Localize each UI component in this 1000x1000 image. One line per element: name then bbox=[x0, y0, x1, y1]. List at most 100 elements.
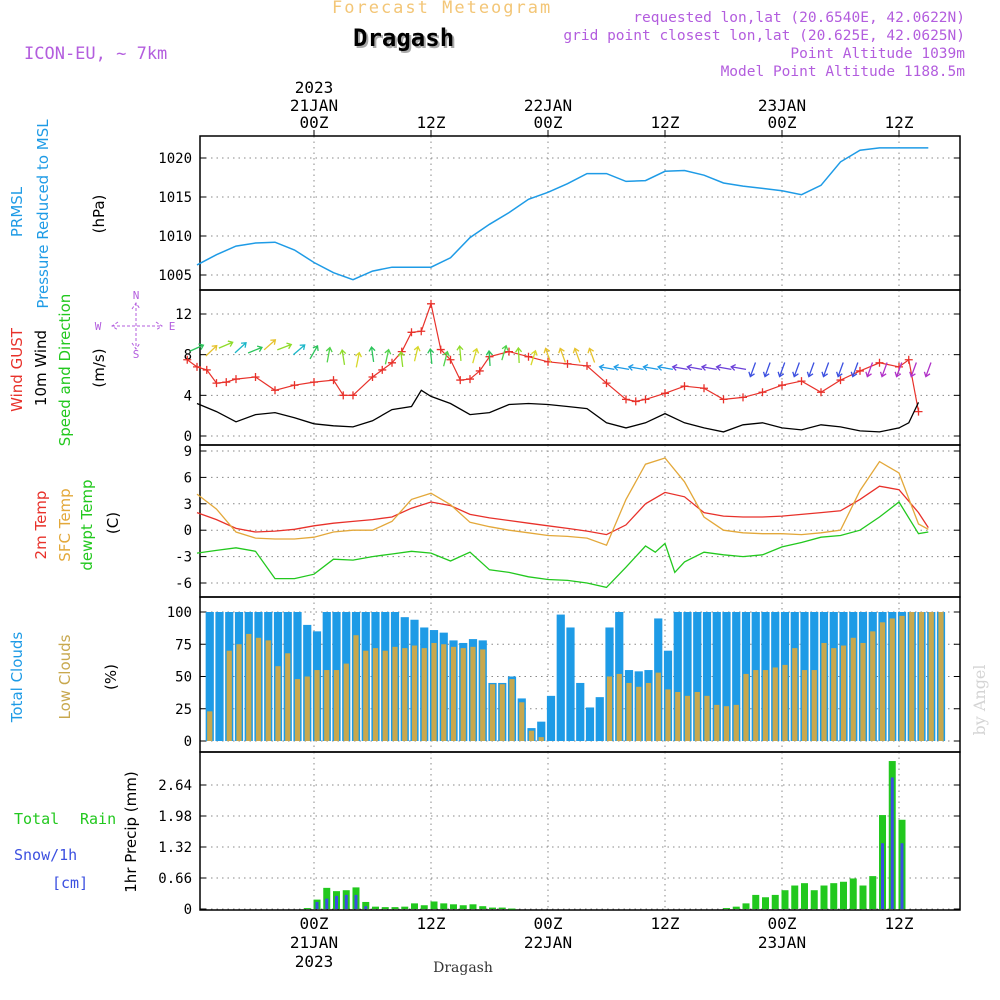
gust-marker bbox=[914, 407, 923, 416]
wind-arrow-shape bbox=[792, 362, 800, 378]
top-hour-label: 00Z bbox=[300, 113, 329, 132]
precip-rain-label: Rain bbox=[80, 810, 116, 828]
pressure-panel bbox=[199, 135, 961, 291]
cloud-bar-low bbox=[821, 642, 827, 741]
gust-marker bbox=[446, 355, 455, 364]
gust-marker bbox=[388, 358, 396, 367]
gust-marker bbox=[475, 366, 484, 375]
cloud-bar-total bbox=[673, 612, 682, 741]
rain-bar bbox=[810, 890, 818, 909]
temp-2m-line bbox=[196, 485, 929, 536]
rain-bar bbox=[420, 905, 428, 909]
wind-arrow-shape bbox=[909, 362, 917, 378]
wind-arrow bbox=[627, 363, 644, 371]
compass-east: E bbox=[169, 320, 176, 333]
gust-marker bbox=[602, 379, 611, 388]
y-tick-label: 75 bbox=[175, 637, 192, 653]
bottom-day-label: 22JAN bbox=[524, 933, 572, 952]
watermark: by Angel bbox=[970, 664, 989, 735]
wind-arrow bbox=[748, 362, 757, 378]
gust-marker bbox=[836, 376, 845, 385]
wind-arrow-shape bbox=[730, 363, 747, 371]
y-tick-label: 1.32 bbox=[158, 840, 192, 856]
gust-marker bbox=[202, 365, 211, 374]
cloud-bar-low bbox=[831, 648, 837, 741]
wind-arrow bbox=[189, 343, 205, 352]
wind-arrow-shape bbox=[456, 344, 464, 362]
wind-unit-label: (m/s) bbox=[90, 348, 108, 387]
gust-marker bbox=[378, 365, 387, 374]
gust-marker bbox=[417, 327, 426, 336]
point-altitude: Point Altitude 1039m bbox=[790, 46, 965, 62]
top-day-label: 23JAN bbox=[758, 96, 806, 115]
wind-arrow-shape bbox=[515, 346, 523, 364]
wind-arrow-shape bbox=[263, 339, 277, 351]
rain-bar bbox=[459, 905, 467, 909]
wind-arrow-shape bbox=[558, 347, 566, 363]
cloud-bar-low bbox=[782, 664, 788, 741]
cloud-bar-low bbox=[840, 645, 847, 741]
precip-total-label: Total bbox=[14, 810, 59, 828]
cloud-bar-low bbox=[255, 637, 262, 741]
bottom-hour-label: 00Z bbox=[768, 914, 797, 933]
gust-marker bbox=[407, 328, 416, 337]
gust-marker bbox=[339, 391, 348, 400]
rain-bar bbox=[323, 887, 331, 909]
gust-marker bbox=[719, 395, 728, 404]
wind-arrow-shape bbox=[627, 363, 644, 371]
snow-bar bbox=[344, 894, 348, 909]
cloud-bar-low bbox=[762, 670, 769, 741]
y-tick-label: -3 bbox=[175, 550, 192, 566]
wind-line bbox=[196, 389, 920, 433]
wind-arrow bbox=[485, 349, 493, 367]
cloud-bar-low bbox=[606, 676, 613, 741]
snow-bar bbox=[354, 894, 358, 909]
top-hour-label: 12Z bbox=[885, 113, 914, 132]
wind-arrow-shape bbox=[850, 362, 859, 378]
snow-bar bbox=[900, 843, 904, 909]
grid-point-coords: grid point closest lon,lat (20.625E, 42.… bbox=[563, 28, 965, 44]
wind-arrow bbox=[821, 362, 830, 378]
rain-bar bbox=[430, 901, 438, 909]
cloud-bar-total bbox=[595, 697, 604, 741]
cloud-bar-low bbox=[645, 682, 652, 741]
cloud-bar-low bbox=[382, 650, 388, 741]
wind-arrow-shape bbox=[762, 362, 771, 378]
cloud-bar-low bbox=[938, 612, 944, 741]
gust-marker bbox=[329, 376, 338, 385]
precip-axis-label: 1hr Precip (mm) bbox=[122, 771, 140, 892]
y-tick-label: 0 bbox=[184, 902, 192, 918]
top-hour-label: 12Z bbox=[417, 113, 446, 132]
cloud-bar-total bbox=[537, 721, 546, 741]
wind-arrow-shape bbox=[572, 347, 581, 363]
wind-arrow-shape bbox=[339, 349, 347, 366]
cloud-bar-low bbox=[772, 667, 778, 741]
clouds-unit-label: (%) bbox=[102, 664, 120, 690]
cloud-bar-low bbox=[753, 670, 759, 741]
wind-arrow-shape bbox=[277, 342, 293, 351]
wind-arrow bbox=[413, 345, 421, 362]
cloud-bar-low bbox=[402, 648, 408, 741]
gust-marker bbox=[661, 389, 669, 398]
wind-arrow bbox=[325, 346, 333, 363]
wind-speed-dir-label: Speed and Direction bbox=[56, 294, 74, 447]
wind-arrow-shape bbox=[472, 347, 480, 364]
gust-marker bbox=[563, 359, 572, 368]
wind-arrow-shape bbox=[397, 350, 405, 368]
gust-marker bbox=[700, 384, 708, 393]
temp-dewpt-line bbox=[196, 501, 929, 589]
snow-bar bbox=[315, 901, 319, 909]
rain-bar bbox=[830, 883, 838, 909]
y-tick-label: 1015 bbox=[158, 190, 192, 206]
wind-arrow-shape bbox=[657, 363, 673, 371]
cloud-bar-low bbox=[304, 676, 310, 741]
cloud-bar-total bbox=[205, 612, 214, 741]
wind-arrow-shape bbox=[865, 362, 874, 378]
cloud-bar-low bbox=[714, 704, 720, 741]
product-title: Forecast Meteogram bbox=[332, 0, 553, 18]
wind-arrow-shape bbox=[748, 362, 757, 378]
rain-bar bbox=[801, 883, 808, 909]
wind-arrow-shape bbox=[543, 347, 552, 363]
wind-arrow-shape bbox=[923, 362, 932, 378]
rain-bar bbox=[401, 906, 409, 909]
